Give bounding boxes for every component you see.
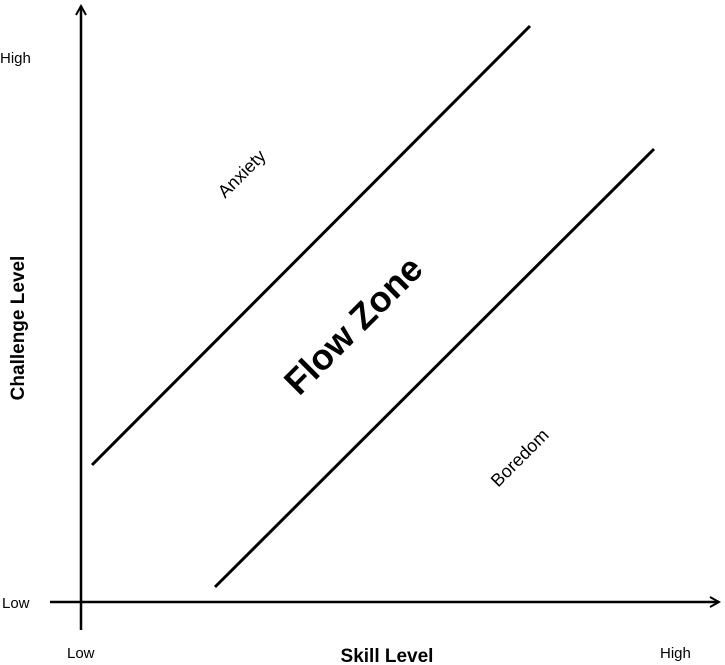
x-axis-title: Skill Level <box>341 646 434 665</box>
upper-boundary-line <box>90 24 532 467</box>
y-low-label: Low <box>2 595 30 612</box>
y-axis-title: Challenge Level <box>8 256 29 401</box>
flow-zone-label: Flow Zone <box>276 248 431 403</box>
x-low-label: Low <box>67 645 95 662</box>
y-high-label: High <box>0 50 31 67</box>
x-high-label: High <box>660 645 691 662</box>
anxiety-label: Anxiety <box>214 146 270 202</box>
boredom-label: Boredom <box>487 425 553 491</box>
lower-boundary-line <box>213 147 656 589</box>
